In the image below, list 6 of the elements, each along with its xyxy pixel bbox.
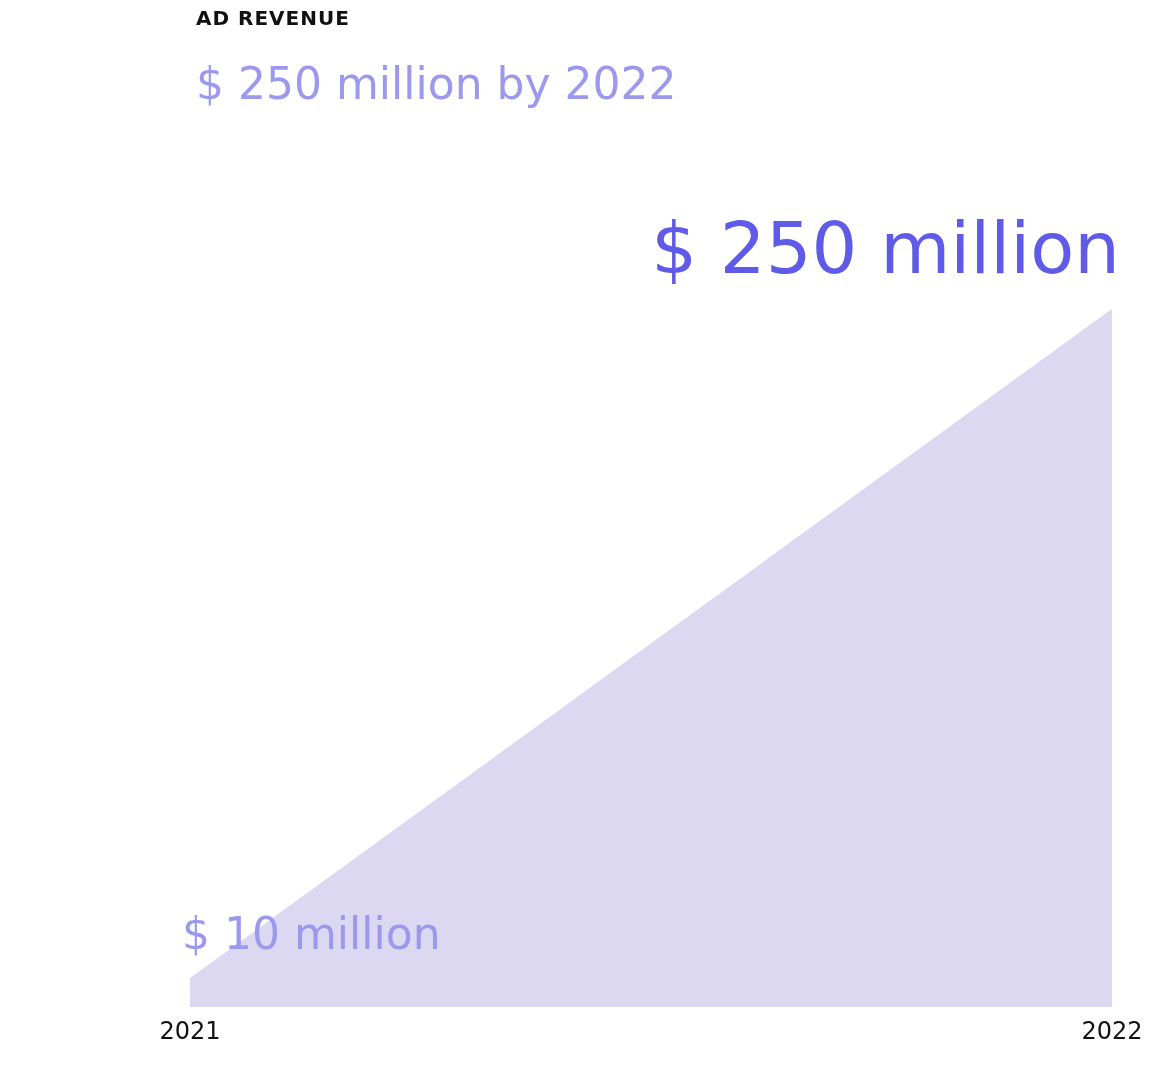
data-label: $ 250 million [651, 205, 1120, 290]
chart-subtitle: $ 250 million by 2022 [196, 58, 677, 109]
data-label: $ 10 million [182, 907, 441, 959]
x-tick-label: 2022 [1081, 1016, 1143, 1045]
x-tick-label: 2021 [159, 1016, 221, 1045]
chart-title: AD REVENUE [196, 6, 350, 30]
